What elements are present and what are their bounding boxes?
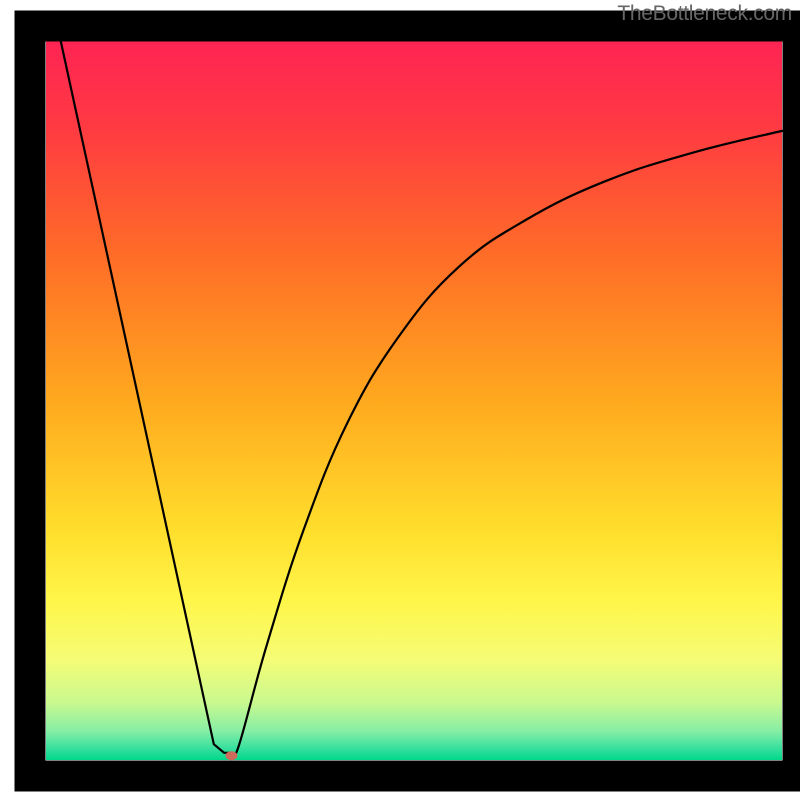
watermark-text: TheBottleneck.com [617, 2, 792, 26]
bottleneck-chart [0, 0, 800, 800]
valley-marker [225, 751, 237, 760]
plot-background [46, 41, 782, 760]
